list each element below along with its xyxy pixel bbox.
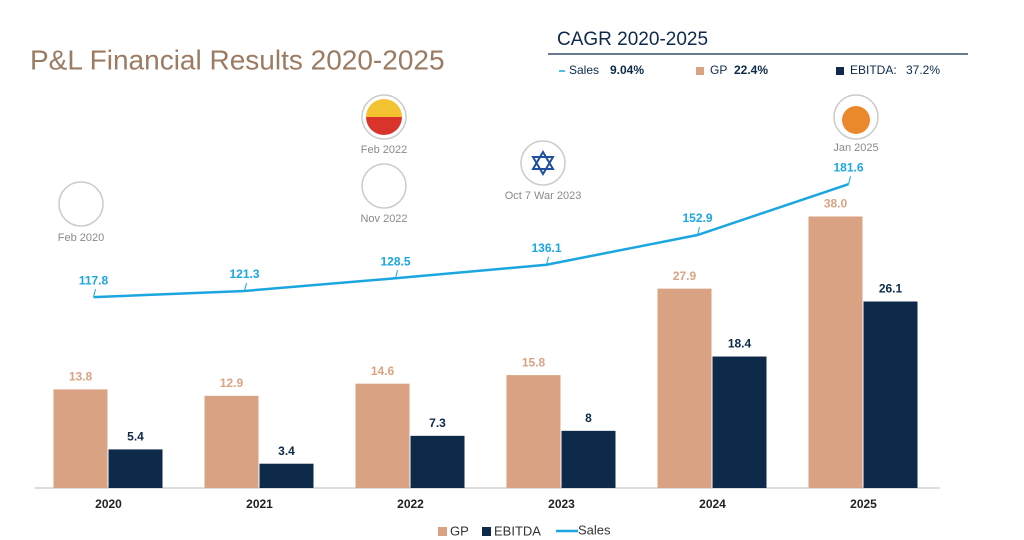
- value-label: 152.9: [682, 211, 712, 225]
- value-label: 117.8: [79, 273, 109, 287]
- value-label: 13.8: [69, 370, 93, 384]
- event-icon: [842, 106, 870, 134]
- x-tick-label: 2023: [548, 497, 575, 511]
- annotation: Nov 2022: [360, 213, 407, 225]
- leader: [546, 256, 549, 265]
- cagr-value: 9.04%: [610, 63, 644, 77]
- value-label: 8: [585, 411, 592, 425]
- x-tick-label: 2022: [397, 497, 424, 511]
- sales-line: [93, 183, 849, 299]
- cagr-label: Sales: [569, 63, 599, 77]
- value-label: 181.6: [833, 160, 863, 174]
- cagr-value: 22.4%: [734, 63, 768, 77]
- legend-label: GP: [450, 523, 469, 538]
- event-icon: [366, 99, 402, 117]
- bar: [561, 430, 616, 488]
- value-label: 27.9: [673, 269, 697, 283]
- leader: [395, 270, 398, 279]
- bar: [808, 216, 863, 489]
- leader: [93, 289, 96, 298]
- cagr-label: EBITDA:: [850, 63, 897, 77]
- event-icon: [58, 181, 104, 227]
- legend-label: Sales: [578, 522, 611, 537]
- x-tick-label: 2020: [95, 497, 122, 511]
- x-tick-label: 2021: [246, 497, 273, 511]
- value-label: 3.4: [278, 444, 295, 458]
- leader: [848, 176, 851, 185]
- event-icon: [531, 150, 555, 176]
- legend-key: [438, 527, 447, 536]
- chart-title: P&L Financial Results 2020-2025: [30, 44, 445, 75]
- value-label: 26.1: [879, 282, 903, 296]
- x-tick-label: 2025: [850, 497, 877, 511]
- bar: [712, 356, 767, 488]
- cagr-title: CAGR 2020-2025: [557, 29, 708, 50]
- leader: [697, 226, 700, 236]
- annotation: Feb 2020: [58, 232, 104, 244]
- value-label: 18.4: [728, 337, 752, 351]
- bar: [506, 375, 561, 488]
- legend-key: [482, 527, 491, 536]
- bar: [410, 435, 465, 488]
- value-label: 136.1: [531, 241, 561, 255]
- value-label: 14.6: [371, 364, 395, 378]
- leader: [244, 282, 247, 292]
- bar: [53, 389, 108, 488]
- annotation: Oct 7 War 2023: [505, 190, 582, 202]
- annotation: Feb 2022: [361, 144, 407, 156]
- cagr-ebitda-key: [836, 67, 844, 75]
- bar: [204, 395, 259, 488]
- event-icon: [361, 163, 407, 209]
- cagr-value: 37.2%: [906, 63, 940, 77]
- value-label: 7.3: [429, 416, 446, 430]
- value-label: 38.0: [824, 197, 848, 211]
- value-label: 12.9: [220, 376, 244, 390]
- event-icon: [366, 117, 402, 135]
- bar: [657, 288, 712, 488]
- bar: [259, 463, 314, 488]
- x-tick-label: 2024: [699, 497, 726, 511]
- annotation: Jan 2025: [833, 142, 878, 154]
- legend-label: EBITDA: [494, 523, 541, 538]
- event-icon: [520, 140, 566, 186]
- value-label: 128.5: [380, 254, 410, 268]
- value-label: 5.4: [127, 430, 144, 444]
- bar: [863, 301, 918, 488]
- cagr-label: GP: [710, 63, 727, 77]
- bar: [355, 383, 410, 488]
- bar: [108, 449, 163, 488]
- value-label: 15.8: [522, 355, 546, 369]
- cagr-gp-key: [696, 67, 704, 75]
- value-label: 121.3: [229, 267, 259, 281]
